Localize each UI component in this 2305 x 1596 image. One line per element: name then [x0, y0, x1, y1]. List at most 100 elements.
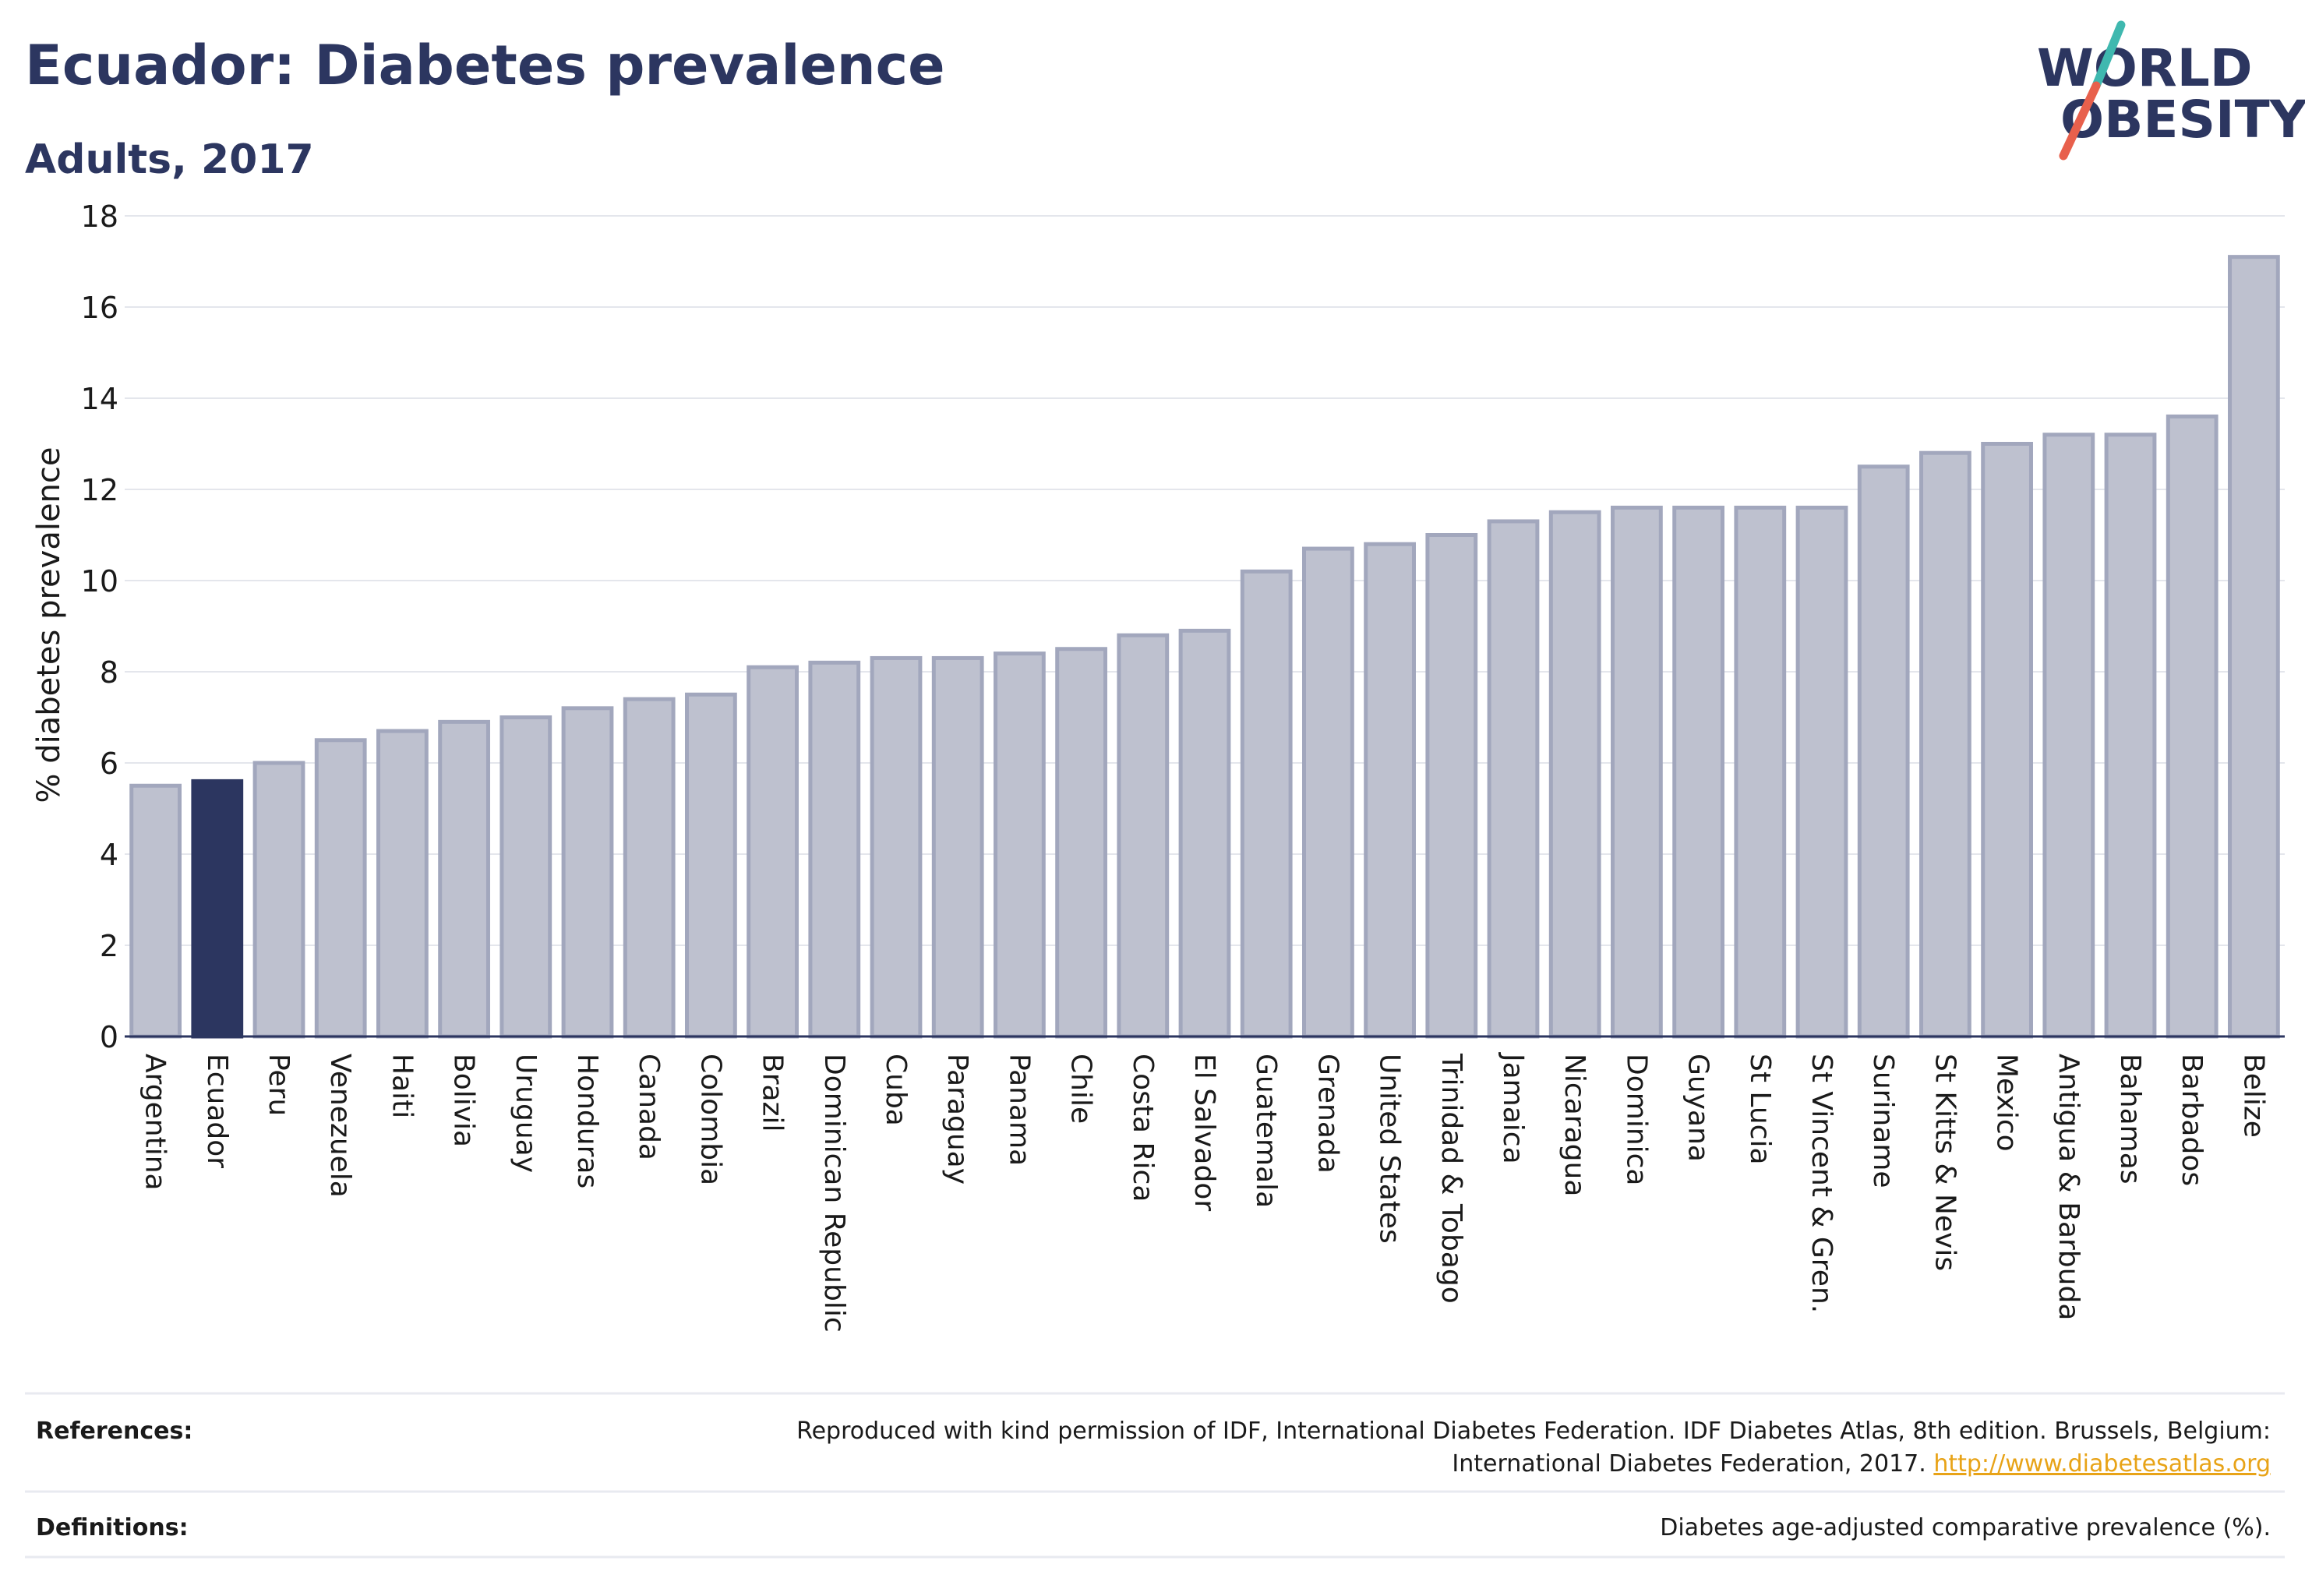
logo-line2: OBESITY — [2060, 90, 2305, 150]
y-tick-label: 16 — [81, 291, 118, 325]
bar — [499, 715, 552, 1039]
bar — [438, 719, 490, 1039]
x-tick-label: St Kitts & Nevis — [1929, 1054, 1961, 1271]
y-tick-label: 12 — [81, 473, 118, 507]
x-tick-label: Guatemala — [1250, 1054, 1282, 1208]
bar — [1055, 647, 1107, 1039]
references-label: References: — [36, 1418, 192, 1445]
x-tick-label: Grenada — [1311, 1054, 1343, 1174]
x-axis-labels: Argentina Ecuador Peru Venezuela Haiti Bolivi… — [139, 1052, 2270, 1333]
bar — [376, 729, 429, 1039]
x-tick-label: Peru — [263, 1054, 295, 1116]
x-tick-label: Suriname — [1867, 1054, 1899, 1188]
bar-highlight — [191, 779, 244, 1039]
bar — [994, 651, 1046, 1039]
logo-accent-teal — [2091, 20, 2126, 90]
chart-subtitle: Adults, 2017 — [25, 136, 314, 183]
bar — [2042, 433, 2095, 1039]
x-tick-label: Haiti — [386, 1054, 418, 1118]
y-axis-ticks: 0 2 4 6 8 10 12 14 16 18 — [81, 200, 118, 1054]
bar — [685, 692, 737, 1039]
bar — [314, 738, 367, 1039]
x-tick-label: Venezuela — [324, 1054, 356, 1198]
references-link[interactable]: http://www.diabetesatlas.org — [1933, 1450, 2271, 1478]
definitions-label: Definitions: — [36, 1514, 189, 1541]
x-tick-label: Ecuador — [201, 1054, 233, 1168]
definitions-text: Diabetes age-adjusted comparative preval… — [1660, 1514, 2271, 1541]
y-tick-label: 18 — [81, 200, 118, 234]
y-tick-label: 10 — [81, 564, 118, 598]
bar — [931, 655, 984, 1039]
y-tick-label: 0 — [100, 1020, 118, 1054]
x-tick-label: St Lucia — [1744, 1054, 1776, 1165]
x-tick-label: Trinidad & Tobago — [1435, 1053, 1467, 1304]
bar — [870, 655, 923, 1039]
bar — [252, 761, 305, 1039]
x-tick-label: Jamaica — [1497, 1052, 1529, 1164]
x-tick-label: Guyana — [1682, 1054, 1714, 1162]
bar — [1548, 510, 1601, 1039]
x-tick-label: Paraguay — [941, 1054, 973, 1185]
bar — [561, 706, 614, 1039]
bar — [1981, 442, 2033, 1039]
x-tick-label: Uruguay — [510, 1054, 542, 1173]
x-tick-label: St Vincent & Gren. — [1806, 1054, 1837, 1313]
bar — [1240, 569, 1293, 1039]
logo-accent-coral — [2059, 81, 2101, 161]
x-tick-label: Dominica — [1620, 1054, 1652, 1186]
bars — [129, 255, 2280, 1039]
bar — [1178, 628, 1231, 1039]
references-line1: Reproduced with kind permission of IDF, … — [796, 1418, 2271, 1445]
x-tick-label: Bolivia — [448, 1054, 480, 1147]
x-tick-label: Mexico — [1991, 1054, 2023, 1152]
y-tick-label: 6 — [100, 747, 118, 781]
x-tick-label: Brazil — [757, 1054, 789, 1132]
x-tick-label: Antigua & Barbuda — [2053, 1054, 2084, 1320]
bar — [1919, 450, 1971, 1039]
x-tick-label: United States — [1374, 1054, 1406, 1244]
bar — [1734, 505, 1787, 1039]
bar — [1487, 519, 1540, 1039]
y-axis-label: % diabetes prevalence — [31, 447, 67, 803]
x-tick-label: Colombia — [694, 1054, 726, 1185]
x-tick-label: Cuba — [880, 1054, 912, 1126]
x-tick-label: Costa Rica — [1127, 1054, 1159, 1202]
bar — [129, 783, 182, 1039]
bar — [1611, 505, 1663, 1039]
y-tick-label: 8 — [100, 655, 118, 690]
x-tick-label: Canada — [633, 1054, 665, 1160]
references-line2: International Diabetes Federation, 2017.… — [1452, 1450, 2271, 1478]
bar — [1302, 546, 1354, 1039]
y-tick-label: 4 — [100, 838, 118, 872]
bar — [1795, 505, 1848, 1039]
bar — [1857, 464, 1910, 1039]
x-tick-label: Panama — [1003, 1054, 1035, 1166]
x-tick-label: Honduras — [571, 1054, 603, 1188]
x-tick-label: Dominican Republic — [818, 1054, 850, 1333]
logo-line1: WORLD — [2037, 38, 2253, 98]
x-tick-label: Chile — [1065, 1054, 1097, 1124]
bar — [2166, 414, 2219, 1039]
bar — [1364, 542, 1416, 1039]
x-tick-label: Belize — [2237, 1054, 2269, 1138]
x-tick-label: Argentina — [139, 1054, 171, 1191]
x-tick-label: Nicaragua — [1558, 1054, 1590, 1196]
world-obesity-logo: WORLD OBESITY — [2037, 20, 2305, 161]
bar — [808, 660, 861, 1039]
references-line2-text: International Diabetes Federation, 2017. — [1452, 1450, 1926, 1478]
bar — [747, 665, 799, 1039]
x-tick-label: Barbados — [2176, 1054, 2208, 1186]
bar — [1672, 505, 1724, 1039]
chart-title: Ecuador: Diabetes prevalence — [25, 34, 945, 97]
y-tick-label: 2 — [100, 929, 118, 963]
bar — [2104, 433, 2157, 1039]
y-tick-label: 14 — [81, 382, 118, 416]
bar — [1117, 633, 1170, 1039]
x-tick-label: Bahamas — [2114, 1054, 2146, 1185]
footer: References: Reproduced with kind permiss… — [25, 1392, 2285, 1559]
bar — [2228, 255, 2280, 1039]
bar — [1425, 533, 1478, 1039]
x-tick-label: El Salvador — [1188, 1054, 1220, 1211]
bar — [623, 697, 676, 1039]
